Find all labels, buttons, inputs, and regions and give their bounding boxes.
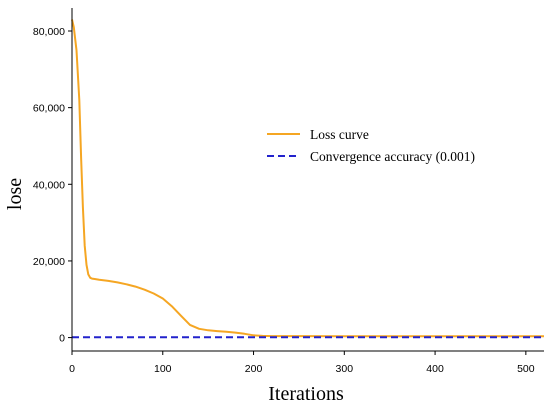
legend: Loss curve Convergence accuracy (0.001) <box>267 127 475 164</box>
y-tick-label: 0 <box>59 333 65 345</box>
loss-curve-line <box>71 19 544 338</box>
y-tick-label: 80,000 <box>33 26 65 38</box>
y-tick-label: 20,000 <box>33 256 65 268</box>
y-ticks: 0 20,000 40,000 60,000 80,000 <box>33 26 72 345</box>
x-tick-label: 100 <box>154 363 172 375</box>
legend-loss-curve-label: Loss curve <box>310 127 369 142</box>
y-tick-label: 40,000 <box>33 179 65 191</box>
x-axis-label: Iterations <box>268 383 344 405</box>
x-tick-label: 300 <box>336 363 354 375</box>
x-tick-label: 500 <box>517 363 535 375</box>
plot-lines <box>71 19 544 339</box>
x-ticks: 0 100 200 300 400 500 <box>69 351 535 375</box>
x-tick-label: 400 <box>426 363 444 375</box>
x-tick-label: 0 <box>69 363 75 375</box>
x-tick-label: 200 <box>245 363 263 375</box>
y-tick-label: 60,000 <box>33 103 65 115</box>
y-axis-label: lose <box>4 178 26 210</box>
legend-convergence-label: Convergence accuracy (0.001) <box>310 149 475 164</box>
